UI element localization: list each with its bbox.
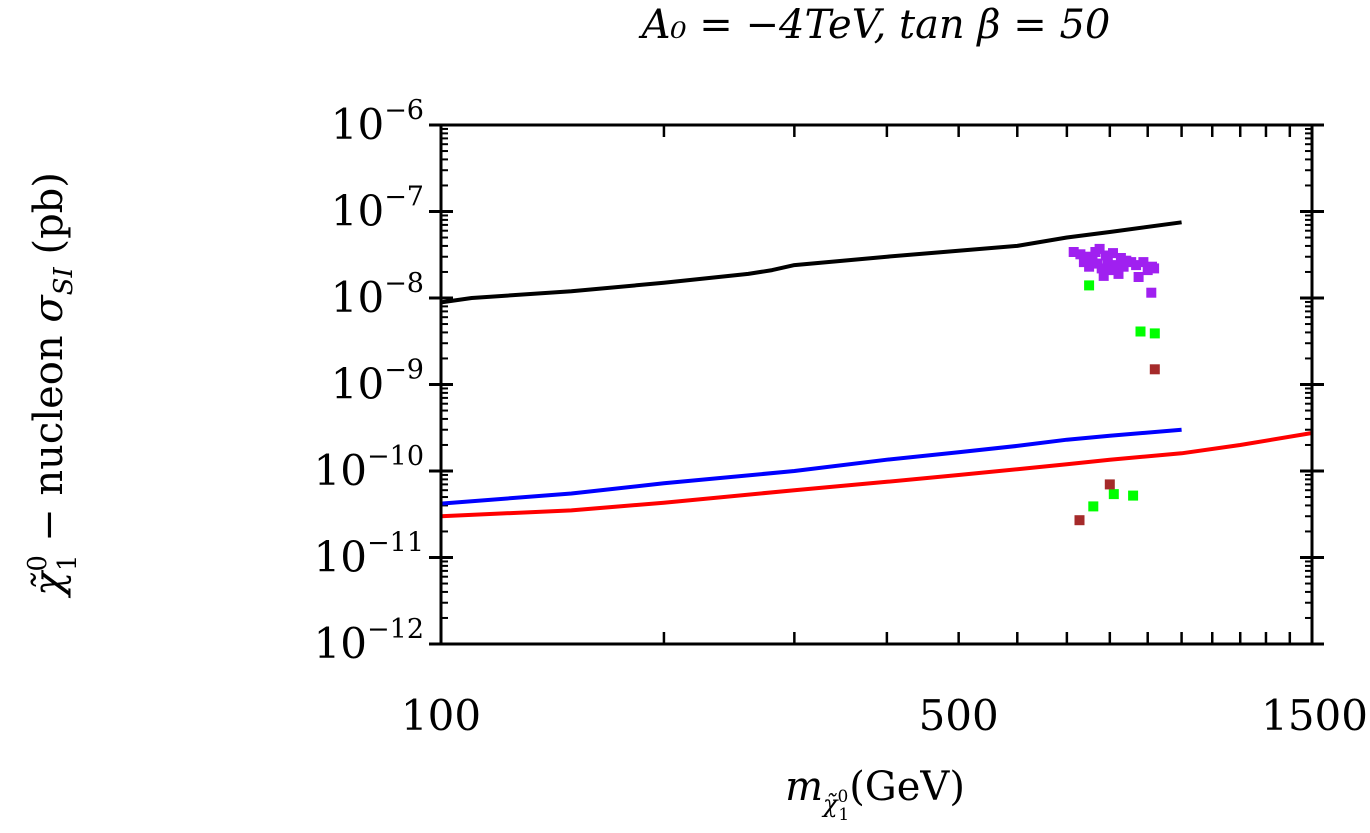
y-tick-label-exp-3: −9: [384, 355, 424, 386]
y-tick-label-2: 10−8: [331, 268, 424, 322]
x-tick-label-2: 1500: [1261, 691, 1368, 740]
purple-point-0: [1068, 247, 1079, 257]
blue-limit-line: [440, 427, 1182, 506]
y-axis-title-sigma-sub: SI: [49, 267, 79, 296]
purple-point-23: [1138, 257, 1149, 268]
y-tick-label-exp-5: −11: [367, 528, 424, 559]
purple-point-2: [1078, 257, 1089, 268]
purple-point-18: [1118, 261, 1129, 272]
green-point-29: [1135, 326, 1146, 337]
x-tick-label-0: 100: [401, 691, 481, 740]
purple-point-4: [1084, 261, 1095, 272]
purple-point-27: [1146, 287, 1157, 298]
purple-point-13: [1104, 265, 1115, 276]
purple-point-22: [1133, 272, 1144, 282]
brown-point-34: [1149, 364, 1160, 375]
x-axis-title-chi-sub: 1: [838, 805, 849, 825]
y-tick-label-exp-0: −6: [384, 95, 424, 126]
purple-point-11: [1100, 250, 1111, 261]
black-limit-line: [440, 220, 1182, 305]
y-tick-label-base-0: 10: [331, 100, 384, 149]
y-axis-title-sigma: σ: [26, 294, 72, 323]
y-tick-label-base-2: 10: [331, 273, 384, 322]
y-tick-label-4: 10−10: [314, 441, 424, 495]
green-point-33: [1128, 490, 1139, 501]
y-tick-label-base-4: 10: [314, 446, 367, 495]
x-axis-title: mχ̃0 1(GeV): [785, 764, 965, 825]
purple-point-10: [1098, 270, 1109, 281]
purple-point-3: [1081, 251, 1092, 262]
purple-point-12: [1102, 255, 1113, 266]
y-tick-label-base-1: 10: [331, 187, 384, 236]
green-point-28: [1084, 280, 1095, 291]
brown-point-35: [1104, 479, 1115, 490]
y-tick-label-exp-1: −7: [384, 182, 424, 213]
y-tick-label-6: 10−12: [314, 614, 424, 668]
y-axis-title-unit: (pb): [26, 172, 72, 267]
purple-point-26: [1149, 263, 1160, 274]
x-axis-title-chi: χ̃: [821, 790, 839, 818]
y-axis-title: χ̃01 − nucleon σSI (pb): [23, 172, 83, 599]
y-tick-label-0: 10−6: [331, 95, 424, 149]
purple-point-21: [1131, 260, 1142, 271]
green-point-31: [1088, 501, 1099, 512]
purple-point-16: [1113, 268, 1124, 279]
purple-point-9: [1096, 263, 1107, 274]
limit-curves: [440, 220, 1313, 519]
x-tick-label-1: 500: [919, 691, 999, 740]
chart-title: A₀ = −4TeV, tan β = 50: [638, 2, 1111, 48]
purple-point-8: [1094, 243, 1105, 254]
y-tick-label-exp-4: −10: [367, 441, 424, 472]
y-tick-label-exp-6: −12: [367, 614, 424, 645]
green-point-32: [1108, 489, 1119, 500]
brown-point-36: [1074, 515, 1085, 526]
x-axis-title-m: m: [785, 764, 823, 810]
purple-point-17: [1115, 253, 1126, 263]
svg-text:mχ̃01(GeV): mχ̃0 1(GeV): [785, 764, 965, 825]
y-tick-label-base-5: 10: [314, 533, 367, 582]
y-axis-title-chi-sub: 1: [53, 555, 83, 572]
y-tick-label-5: 10−11: [314, 528, 424, 582]
y-tick-label-base-3: 10: [331, 360, 384, 409]
y-tick-label-1: 10−7: [331, 182, 424, 236]
y-axis-title-chi-sup: 0: [23, 555, 53, 572]
x-tick-labels: 100 500 1500: [401, 691, 1368, 740]
data-points: [1068, 243, 1160, 526]
x-axis-title-chi-sup: 0: [838, 787, 849, 807]
y-tick-label-exp-2: −8: [384, 268, 424, 299]
purple-point-1: [1075, 249, 1086, 260]
red-limit-line: [440, 431, 1313, 519]
svg-text:χ̃01 − nucleon σSI (pb): χ̃01 − nucleon σSI (pb): [23, 172, 83, 599]
x-axis-title-unit: (GeV): [849, 764, 965, 810]
purple-point-15: [1110, 260, 1121, 271]
purple-point-14: [1108, 248, 1118, 259]
axis-ticks: [429, 123, 1324, 646]
green-point-30: [1149, 328, 1160, 339]
y-axis-title-chi: χ̃: [26, 569, 72, 599]
y-axis-title-text: − nucleon: [26, 323, 72, 555]
y-tick-label-base-6: 10: [314, 619, 367, 668]
y-tick-label-3: 10−9: [331, 355, 424, 409]
plot-frame: [439, 123, 1314, 646]
